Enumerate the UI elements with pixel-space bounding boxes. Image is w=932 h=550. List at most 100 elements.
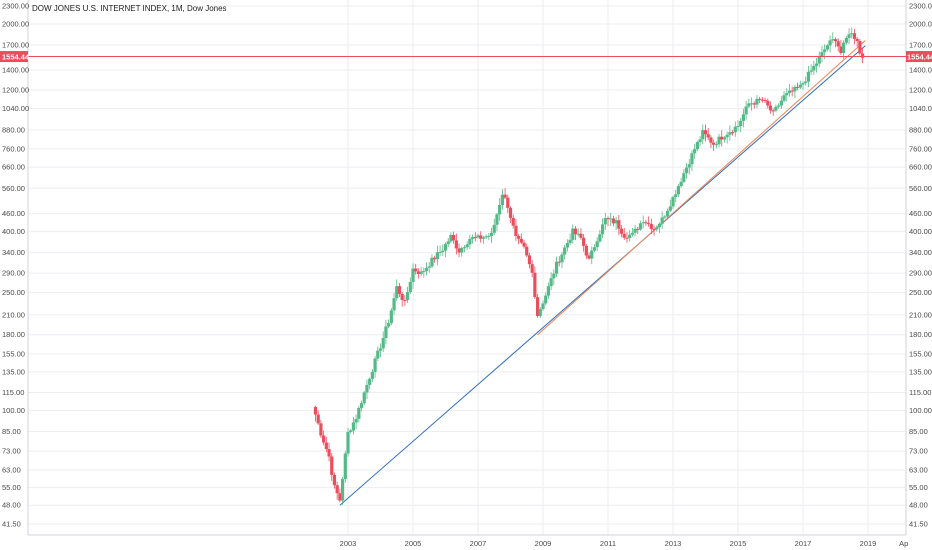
candle-body [619,228,624,234]
candle-body [665,210,670,217]
candle-body [777,105,781,107]
candle-body [749,103,754,105]
y-tick-label: 460.00 [909,209,932,218]
candle-body [362,392,366,404]
candle-body [473,237,477,239]
candle-body [774,106,778,111]
candle-body [855,38,859,42]
candle-body [733,126,737,133]
candle-body [839,46,843,54]
candles [313,27,865,505]
y-tick-label: 100.00 [909,406,932,415]
candle-body [338,493,342,501]
candle-body [397,286,402,294]
candle-body [701,130,705,140]
candle-body [785,93,789,96]
candle-body [313,407,318,415]
candle-body [717,136,721,145]
candle-body [492,224,496,233]
candle-body [817,56,821,64]
y-tick-label: 210.00 [909,310,932,319]
candle-body [571,228,575,240]
x-tick-label: 2011 [600,539,616,548]
y-tick-label: 760.00 [2,144,25,153]
y-tick-label: 880.00 [909,125,932,134]
candle-body [544,295,548,304]
y-tick-label: 340.00 [909,248,932,257]
candle-body [625,237,629,239]
x-tick-label: 2005 [405,539,422,548]
candle-body [809,70,813,72]
y-tick-label: 155.00 [2,349,25,358]
candle-body [346,432,350,454]
candle-body [695,142,699,150]
candle-body [682,173,686,182]
candle-body [517,236,521,239]
candle-body [557,261,561,263]
candle-body [465,244,469,248]
x-tick-label: 2009 [535,539,552,548]
candle-body [484,236,488,238]
y-tick-label: 290.00 [2,269,25,278]
candle-body [747,103,751,107]
candle-body [335,485,339,494]
y-tick-label: 155.00 [909,349,932,358]
candle-body [660,217,664,224]
last-price-tag-right [906,51,932,63]
candle-body [495,214,499,225]
y-axis-left: 41.50 48.00 55.00 63.00 73.00 85.00 100.00 115.… [2,2,29,529]
candle-body [395,286,399,299]
candle-body [389,310,393,324]
candle-body [508,207,513,218]
candle-body [755,98,759,105]
candle-body [479,235,483,239]
x-tick-label: 2003 [340,539,357,548]
y-tick-label: 760.00 [909,144,932,153]
candle-body [663,216,667,218]
candle-body [842,42,846,54]
candle-body [419,271,423,274]
y-tick-label: 2300.00 [909,2,932,11]
y-tick-label: 48.00 [909,501,928,510]
candle-body [422,270,426,272]
y-tick-label: 400.00 [2,227,25,236]
candle-body [368,378,372,385]
candle-body [758,98,762,100]
candle-body [730,132,735,134]
candle-body [690,153,694,165]
candle-body [457,248,461,253]
candle-body [592,247,597,251]
candle-body [535,297,540,316]
candle-body [405,291,410,300]
candle-body [641,222,645,224]
x-tick-label: Ap [899,539,908,548]
candle-body [573,228,578,235]
candle-body [787,90,792,94]
candle-body [400,293,404,300]
y-tick-label: 1200.00 [909,85,932,94]
candle-body [332,474,337,486]
candle-body [552,273,556,279]
candle-body [411,268,415,282]
candle-body [687,164,691,168]
y-tick-label: 100.00 [2,406,25,415]
candle-body [668,206,672,211]
candle-body [370,371,374,379]
y-tick-label: 210.00 [2,310,25,319]
candle-body [579,233,583,238]
y-tick-label: 2000.00 [909,20,932,29]
candle-body [600,224,605,235]
candle-body [652,229,656,231]
candle-body [519,238,523,243]
candle-body [741,114,746,121]
candle-body [698,139,702,143]
candle-body [598,234,602,242]
candle-body [850,33,854,35]
y-tick-label: 48.00 [2,501,21,510]
y-tick-label: 1200.00 [2,85,29,94]
candle-body [489,232,494,237]
y-tick-label: 63.00 [909,466,928,475]
candle-body [316,414,320,424]
candle-body [603,218,607,225]
